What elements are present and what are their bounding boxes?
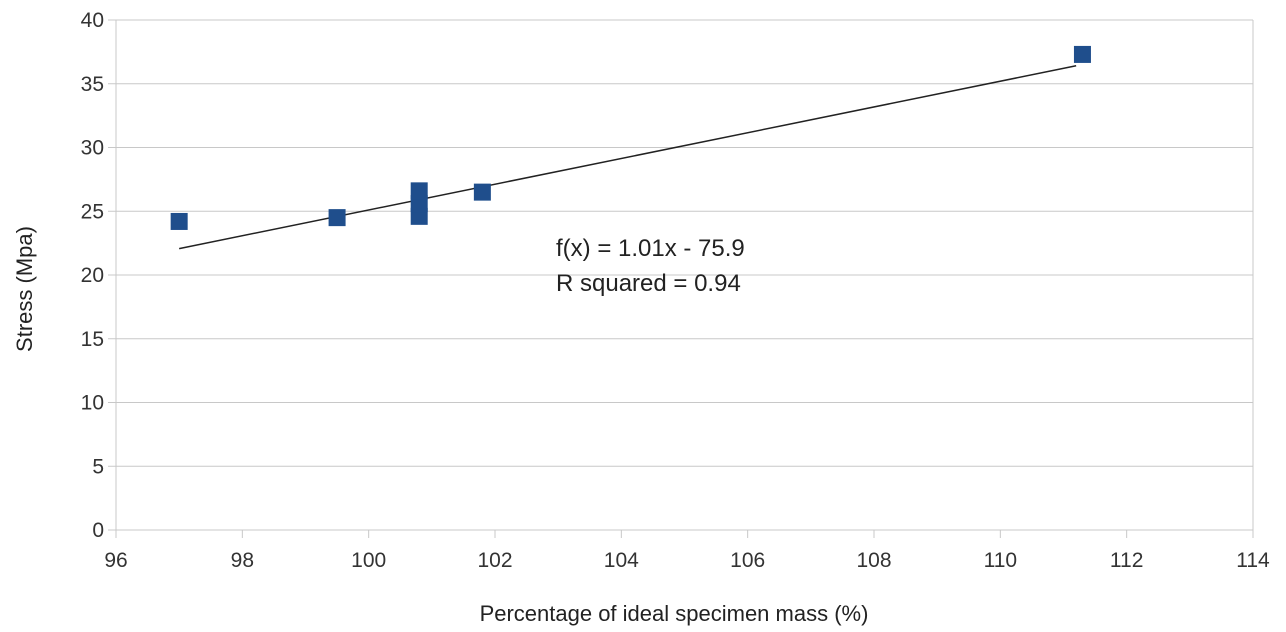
trendline-equation: f(x) = 1.01x - 75.9: [556, 235, 745, 262]
x-tick-labels: 96 98 100 102 104 106 108 110 112 114: [104, 549, 1270, 572]
y-axis-title: Stress (Mpa): [12, 226, 37, 352]
data-point: [328, 209, 346, 227]
y-tick-labels: 0 5 10 15 20 25 30 35 40: [81, 9, 104, 542]
x-tick-label: 110: [984, 549, 1017, 572]
data-points: [170, 45, 1091, 230]
x-tick-label: 108: [856, 549, 891, 572]
y-tick-label: 35: [81, 73, 104, 96]
x-tick-label: 104: [604, 549, 639, 572]
x-tick-label: 96: [104, 549, 127, 572]
y-tick-label: 15: [81, 328, 104, 351]
y-tick-label: 20: [81, 264, 104, 287]
y-tick-label: 40: [81, 9, 104, 32]
trendline: [179, 65, 1077, 250]
x-tick-label: 100: [351, 549, 386, 572]
x-tick-label: 102: [477, 549, 512, 572]
x-tick-label: 106: [730, 549, 765, 572]
gridlines: [108, 19, 1253, 531]
y-tick-label: 25: [81, 200, 104, 223]
y-tick-label: 5: [92, 455, 104, 478]
x-tick-label: 98: [231, 549, 254, 572]
trendline-group: [179, 65, 1077, 250]
axes: [115, 20, 1254, 538]
x-tick-label: 112: [1110, 549, 1143, 572]
data-point: [410, 182, 428, 200]
y-tick-label: 30: [81, 137, 104, 160]
y-tick-label: 10: [81, 392, 104, 415]
data-point: [170, 212, 188, 230]
data-point: [473, 183, 491, 201]
r-squared-label: R squared = 0.94: [556, 270, 741, 297]
x-tick-label: 114: [1236, 549, 1270, 572]
x-axis-title: Percentage of ideal specimen mass (%): [480, 601, 869, 626]
data-point: [1073, 45, 1091, 63]
y-tick-label: 0: [92, 519, 104, 542]
